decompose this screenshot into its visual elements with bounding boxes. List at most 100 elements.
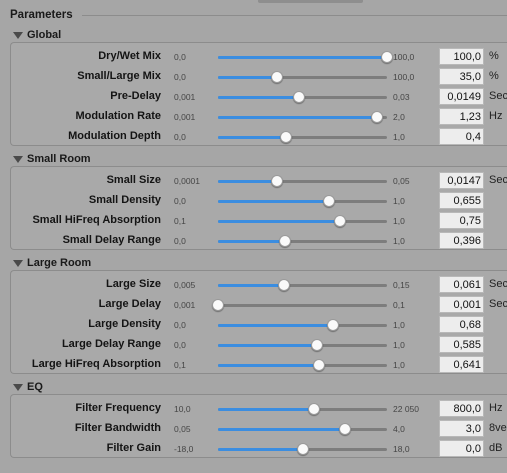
param-slider[interactable] bbox=[216, 359, 389, 371]
slider-thumb[interactable] bbox=[212, 299, 224, 311]
param-value-field[interactable]: 0,68 bbox=[439, 316, 484, 333]
parameters-title: Parameters bbox=[10, 9, 73, 21]
param-max: 0,05 bbox=[393, 176, 410, 186]
param-min: 0,0 bbox=[174, 236, 186, 246]
param-slider[interactable] bbox=[216, 339, 389, 351]
slider-thumb[interactable] bbox=[271, 175, 284, 187]
slider-thumb[interactable] bbox=[296, 443, 309, 455]
section-header-eq[interactable]: EQ bbox=[13, 380, 43, 394]
param-value-field[interactable]: 0,0 bbox=[439, 440, 484, 457]
param-value-field[interactable]: 35,0 bbox=[439, 68, 484, 85]
param-slider[interactable] bbox=[216, 175, 389, 187]
param-slider[interactable] bbox=[216, 279, 389, 291]
param-slider[interactable] bbox=[216, 195, 389, 207]
param-max: 100,0 bbox=[393, 72, 415, 82]
param-slider[interactable] bbox=[216, 111, 389, 123]
param-slider[interactable] bbox=[216, 71, 389, 83]
slider-fill bbox=[218, 448, 303, 451]
slider-track[interactable] bbox=[218, 304, 387, 307]
section-header-small-room[interactable]: Small Room bbox=[13, 152, 91, 166]
param-min: 0,0 bbox=[174, 196, 186, 206]
param-value-field[interactable]: 100,0 bbox=[439, 48, 484, 65]
param-row-small-size: Small Size 0,0001 0,05 0,0147 Secs bbox=[11, 171, 507, 191]
param-max: 2,0 bbox=[393, 112, 405, 122]
param-min: 0,05 bbox=[174, 424, 191, 434]
slider-thumb[interactable] bbox=[338, 423, 351, 435]
slider-thumb[interactable] bbox=[310, 339, 323, 351]
section-title: Large Room bbox=[27, 257, 92, 269]
param-value-field[interactable]: 0,75 bbox=[439, 212, 484, 229]
section-panel-small-room: Small Size 0,0001 0,05 0,0147 Secs Small Dens… bbox=[10, 166, 507, 250]
param-min: 0,1 bbox=[174, 360, 186, 370]
param-slider[interactable] bbox=[212, 299, 389, 311]
disclosure-triangle-icon[interactable] bbox=[13, 155, 23, 163]
param-value-field[interactable]: 0,396 bbox=[439, 232, 484, 249]
param-value-field[interactable]: 0,4 bbox=[439, 128, 484, 145]
param-label: Small Delay Range bbox=[62, 234, 161, 246]
slider-thumb[interactable] bbox=[313, 359, 326, 371]
param-value-field[interactable]: 0,585 bbox=[439, 336, 484, 353]
slider-track[interactable] bbox=[218, 136, 387, 139]
param-value-field[interactable]: 0,0149 bbox=[439, 88, 484, 105]
slider-track[interactable] bbox=[218, 180, 387, 183]
param-max: 1,0 bbox=[393, 360, 405, 370]
param-unit: Hz bbox=[489, 402, 503, 414]
param-slider[interactable] bbox=[216, 91, 389, 103]
param-unit: % bbox=[489, 50, 499, 62]
param-row-dry-wet-mix: Dry/Wet Mix 0,0 100,0 100,0% bbox=[11, 47, 507, 67]
slider-thumb[interactable] bbox=[279, 131, 292, 143]
param-label: Small/Large Mix bbox=[77, 70, 161, 82]
param-slider[interactable] bbox=[216, 443, 389, 455]
disclosure-triangle-icon[interactable] bbox=[13, 31, 23, 39]
slider-thumb[interactable] bbox=[333, 215, 346, 227]
param-label: Large Size bbox=[105, 278, 161, 290]
slider-fill bbox=[218, 200, 329, 203]
param-unit: Secs bbox=[489, 90, 507, 102]
param-min: 0,001 bbox=[174, 112, 196, 122]
param-label: Filter Frequency bbox=[75, 402, 161, 414]
param-value-field[interactable]: 3,0 bbox=[439, 420, 484, 437]
slider-thumb[interactable] bbox=[322, 195, 335, 207]
param-value-field[interactable]: 1,23 bbox=[439, 108, 484, 125]
param-slider[interactable] bbox=[216, 235, 389, 247]
param-slider[interactable] bbox=[216, 319, 389, 331]
slider-thumb[interactable] bbox=[293, 91, 306, 103]
param-value-field[interactable]: 0,061 bbox=[439, 276, 484, 293]
param-value-field[interactable]: 0,0147 bbox=[439, 172, 484, 189]
slider-track[interactable] bbox=[218, 240, 387, 243]
slider-thumb[interactable] bbox=[308, 403, 321, 415]
disclosure-triangle-icon[interactable] bbox=[13, 259, 23, 267]
section-header-large-room[interactable]: Large Room bbox=[13, 256, 91, 270]
slider-track[interactable] bbox=[218, 76, 387, 79]
section-title: Small Room bbox=[27, 153, 91, 165]
slider-thumb[interactable] bbox=[381, 51, 393, 63]
param-label: Large Delay bbox=[98, 298, 161, 310]
param-slider[interactable] bbox=[216, 131, 389, 143]
param-row-large-hifreq-absorption: Large HiFreq Absorption 0,1 1,0 0,641 bbox=[11, 355, 507, 375]
param-min: 0,001 bbox=[174, 300, 196, 310]
param-min: 0,0 bbox=[174, 132, 186, 142]
param-label: Small Density bbox=[88, 194, 161, 206]
section-header-global[interactable]: Global bbox=[13, 28, 61, 42]
param-value-field[interactable]: 0,641 bbox=[439, 356, 484, 373]
param-slider[interactable] bbox=[216, 51, 393, 63]
slider-thumb[interactable] bbox=[271, 71, 284, 83]
disclosure-triangle-icon[interactable] bbox=[13, 383, 23, 391]
slider-thumb[interactable] bbox=[370, 111, 383, 123]
slider-thumb[interactable] bbox=[278, 235, 291, 247]
title-divider bbox=[82, 15, 507, 16]
slider-thumb[interactable] bbox=[326, 319, 339, 331]
param-max: 1,0 bbox=[393, 196, 405, 206]
section-panel-eq: Filter Frequency 10,0 22 050 800,0 Hz Filter … bbox=[10, 394, 507, 458]
param-value-field[interactable]: 800,0 bbox=[439, 400, 484, 417]
param-min: 0,0 bbox=[174, 52, 186, 62]
param-slider[interactable] bbox=[216, 423, 389, 435]
param-row-filter-frequency: Filter Frequency 10,0 22 050 800,0 Hz bbox=[11, 399, 507, 419]
param-value-field[interactable]: 0,001 bbox=[439, 296, 484, 313]
slider-track[interactable] bbox=[218, 284, 387, 287]
param-slider[interactable] bbox=[216, 403, 389, 415]
param-value-field[interactable]: 0,655 bbox=[439, 192, 484, 209]
section-title: Global bbox=[27, 29, 62, 41]
param-slider[interactable] bbox=[216, 215, 389, 227]
slider-thumb[interactable] bbox=[277, 279, 290, 291]
